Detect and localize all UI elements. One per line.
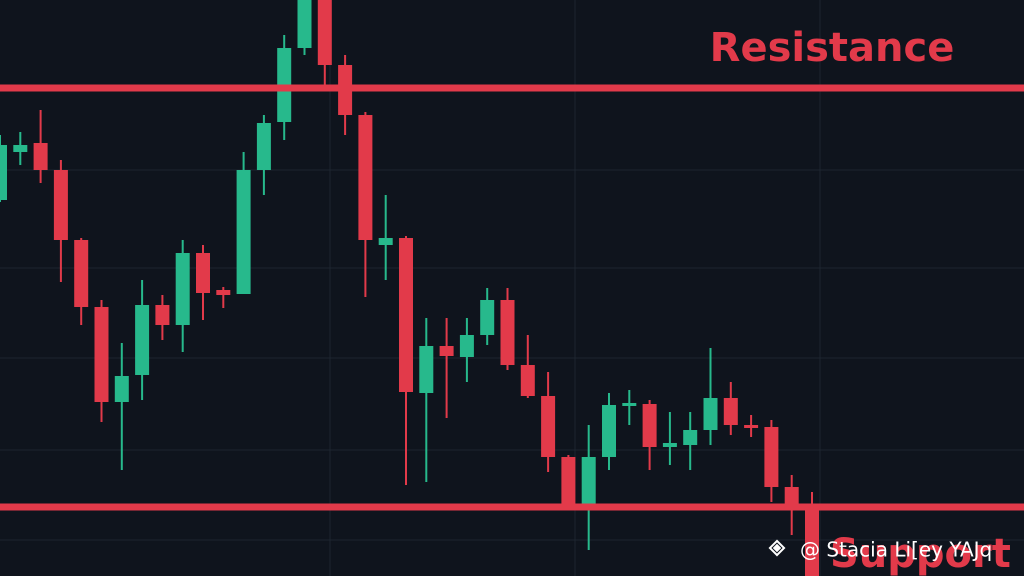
- candle-body: [500, 300, 515, 365]
- candle-body: [196, 253, 210, 293]
- candle-body: [216, 290, 231, 295]
- candle-body: [662, 443, 677, 447]
- candle-body: [784, 487, 799, 505]
- candle-body: [53, 170, 68, 240]
- candle-body: [541, 396, 556, 457]
- candle-body: [439, 346, 454, 356]
- candle-body: [0, 145, 7, 200]
- candle-body: [33, 143, 48, 170]
- resistance-label: Resistance: [710, 25, 955, 71]
- candle-body: [480, 300, 495, 335]
- candle-body: [581, 457, 596, 505]
- candle-body: [764, 427, 779, 487]
- candle-body: [114, 376, 129, 402]
- candle-body: [602, 405, 616, 457]
- candle-body: [175, 253, 190, 325]
- support-label: Support: [830, 531, 1011, 576]
- candle-body: [135, 305, 150, 375]
- candle-body: [358, 115, 373, 240]
- candle-body: [683, 430, 698, 445]
- candle-body: [236, 170, 251, 294]
- levels: [0, 84, 1024, 511]
- candle-body: [642, 404, 657, 447]
- watermark: @ Stacia Li[ey YAJq: [800, 538, 992, 562]
- candle-body: [561, 457, 576, 505]
- candle-body: [13, 145, 28, 152]
- candle-body: [94, 307, 109, 402]
- candle-body: [805, 505, 819, 576]
- candle-body: [419, 346, 434, 393]
- candle-body: [256, 123, 271, 170]
- candle-body: [622, 403, 637, 406]
- candle-body: [297, 0, 312, 48]
- candle-body: [317, 0, 332, 65]
- watermark-logo: [768, 539, 786, 557]
- candle-body: [378, 238, 393, 245]
- candle-body: [459, 335, 474, 357]
- candle-body: [744, 425, 759, 428]
- candle-body: [155, 305, 170, 325]
- candle-body: [399, 238, 413, 392]
- candle-body: [74, 240, 89, 307]
- candle-body: [703, 398, 718, 430]
- candle-body: [723, 398, 738, 425]
- candles: [0, 0, 819, 576]
- candle-body: [520, 365, 535, 396]
